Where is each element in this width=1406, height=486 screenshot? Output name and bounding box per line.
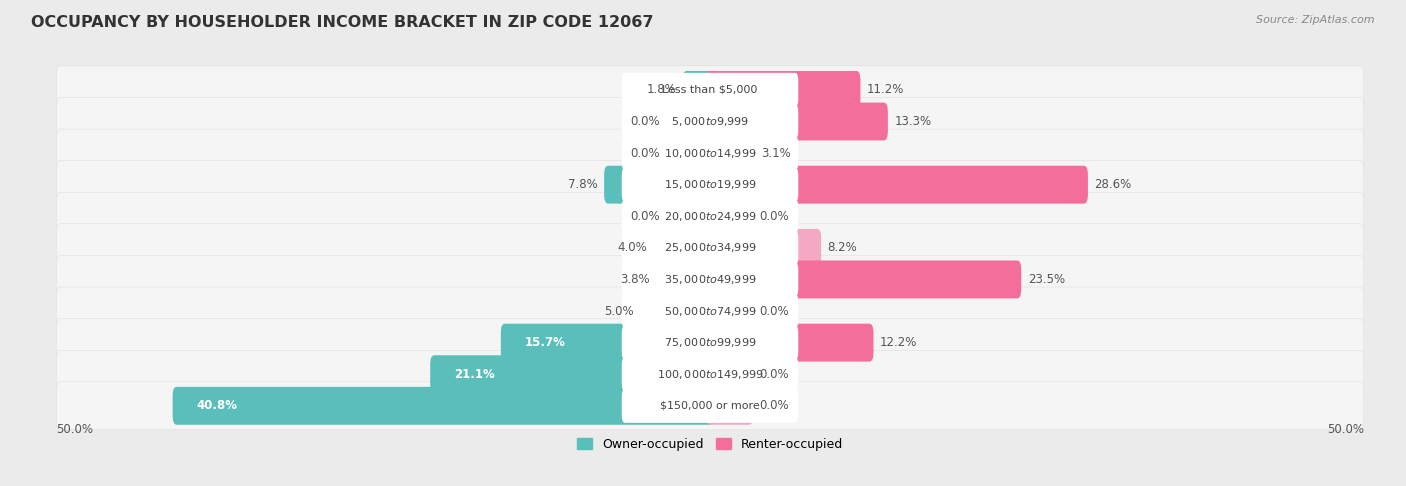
FancyBboxPatch shape: [621, 357, 799, 391]
FancyBboxPatch shape: [56, 192, 1364, 240]
FancyBboxPatch shape: [56, 350, 1364, 398]
FancyBboxPatch shape: [56, 66, 1364, 114]
Legend: Owner-occupied, Renter-occupied: Owner-occupied, Renter-occupied: [572, 433, 848, 456]
Text: $15,000 to $19,999: $15,000 to $19,999: [664, 178, 756, 191]
Text: 0.0%: 0.0%: [759, 305, 789, 317]
FancyBboxPatch shape: [706, 134, 755, 172]
Text: 7.8%: 7.8%: [568, 178, 598, 191]
Text: $10,000 to $14,999: $10,000 to $14,999: [664, 147, 756, 159]
Text: $5,000 to $9,999: $5,000 to $9,999: [671, 115, 749, 128]
FancyBboxPatch shape: [706, 387, 754, 425]
FancyBboxPatch shape: [666, 197, 714, 235]
FancyBboxPatch shape: [706, 292, 754, 330]
FancyBboxPatch shape: [641, 292, 714, 330]
Text: 3.1%: 3.1%: [761, 147, 790, 159]
Text: 12.2%: 12.2%: [880, 336, 917, 349]
FancyBboxPatch shape: [657, 260, 714, 298]
Text: 0.0%: 0.0%: [759, 368, 789, 381]
FancyBboxPatch shape: [605, 166, 714, 204]
FancyBboxPatch shape: [56, 98, 1364, 145]
Text: $75,000 to $99,999: $75,000 to $99,999: [664, 336, 756, 349]
FancyBboxPatch shape: [56, 129, 1364, 177]
FancyBboxPatch shape: [654, 229, 714, 267]
FancyBboxPatch shape: [173, 387, 714, 425]
FancyBboxPatch shape: [682, 71, 714, 109]
Text: 28.6%: 28.6%: [1094, 178, 1132, 191]
FancyBboxPatch shape: [621, 73, 799, 107]
Text: $150,000 or more: $150,000 or more: [661, 401, 759, 411]
FancyBboxPatch shape: [706, 229, 821, 267]
FancyBboxPatch shape: [501, 324, 714, 362]
Text: 50.0%: 50.0%: [1327, 423, 1364, 436]
Text: Source: ZipAtlas.com: Source: ZipAtlas.com: [1257, 15, 1375, 25]
FancyBboxPatch shape: [430, 355, 714, 393]
FancyBboxPatch shape: [621, 136, 799, 170]
Text: 5.0%: 5.0%: [605, 305, 634, 317]
Text: 0.0%: 0.0%: [631, 210, 661, 223]
FancyBboxPatch shape: [706, 324, 873, 362]
FancyBboxPatch shape: [706, 260, 1021, 298]
FancyBboxPatch shape: [706, 71, 860, 109]
FancyBboxPatch shape: [56, 382, 1364, 430]
FancyBboxPatch shape: [621, 231, 799, 265]
Text: 15.7%: 15.7%: [524, 336, 565, 349]
Text: $20,000 to $24,999: $20,000 to $24,999: [664, 210, 756, 223]
FancyBboxPatch shape: [621, 262, 799, 296]
Text: 13.3%: 13.3%: [894, 115, 932, 128]
FancyBboxPatch shape: [621, 326, 799, 360]
FancyBboxPatch shape: [621, 104, 799, 139]
FancyBboxPatch shape: [666, 103, 714, 140]
FancyBboxPatch shape: [621, 294, 799, 328]
Text: 3.8%: 3.8%: [620, 273, 650, 286]
Text: $35,000 to $49,999: $35,000 to $49,999: [664, 273, 756, 286]
Text: 40.8%: 40.8%: [197, 399, 238, 412]
FancyBboxPatch shape: [621, 389, 799, 423]
FancyBboxPatch shape: [621, 168, 799, 202]
Text: 11.2%: 11.2%: [868, 84, 904, 96]
FancyBboxPatch shape: [56, 224, 1364, 272]
Text: 0.0%: 0.0%: [631, 147, 661, 159]
Text: 4.0%: 4.0%: [617, 242, 647, 254]
FancyBboxPatch shape: [56, 319, 1364, 366]
FancyBboxPatch shape: [706, 166, 1088, 204]
FancyBboxPatch shape: [56, 256, 1364, 303]
FancyBboxPatch shape: [56, 287, 1364, 335]
Text: 0.0%: 0.0%: [759, 210, 789, 223]
Text: 50.0%: 50.0%: [56, 423, 93, 436]
Text: 0.0%: 0.0%: [759, 399, 789, 412]
Text: 23.5%: 23.5%: [1028, 273, 1064, 286]
Text: OCCUPANCY BY HOUSEHOLDER INCOME BRACKET IN ZIP CODE 12067: OCCUPANCY BY HOUSEHOLDER INCOME BRACKET …: [31, 15, 654, 30]
FancyBboxPatch shape: [706, 103, 887, 140]
Text: 0.0%: 0.0%: [631, 115, 661, 128]
FancyBboxPatch shape: [706, 355, 754, 393]
FancyBboxPatch shape: [56, 161, 1364, 208]
Text: $100,000 to $149,999: $100,000 to $149,999: [657, 368, 763, 381]
FancyBboxPatch shape: [706, 197, 754, 235]
Text: 8.2%: 8.2%: [828, 242, 858, 254]
Text: 1.8%: 1.8%: [647, 84, 676, 96]
FancyBboxPatch shape: [621, 199, 799, 233]
Text: 21.1%: 21.1%: [454, 368, 495, 381]
Text: $25,000 to $34,999: $25,000 to $34,999: [664, 242, 756, 254]
Text: Less than $5,000: Less than $5,000: [662, 85, 758, 95]
Text: $50,000 to $74,999: $50,000 to $74,999: [664, 305, 756, 317]
FancyBboxPatch shape: [666, 134, 714, 172]
